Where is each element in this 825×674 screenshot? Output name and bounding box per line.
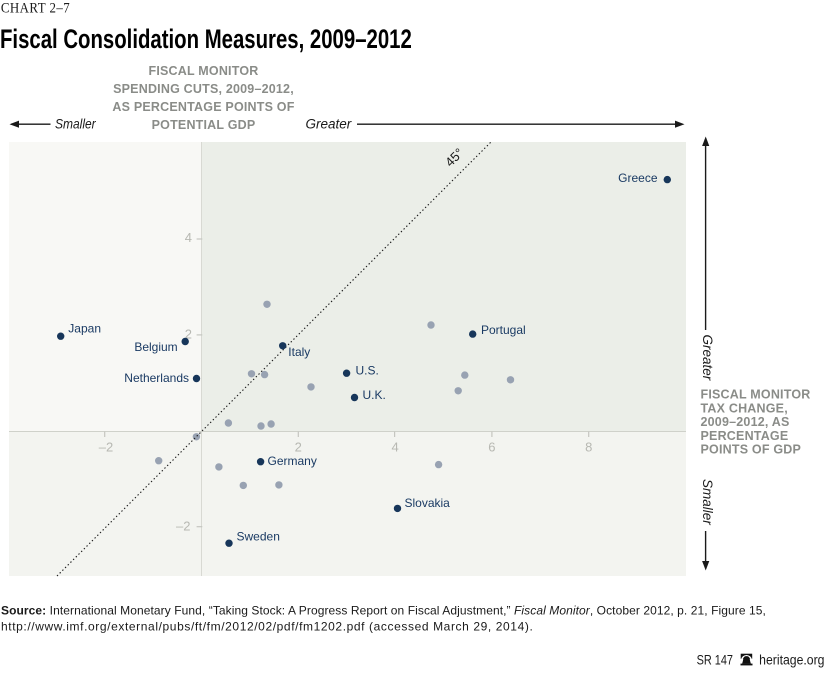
svg-text:2009–2012, AS: 2009–2012, AS <box>701 415 790 429</box>
svg-text:6: 6 <box>488 440 495 455</box>
svg-text:Netherlands: Netherlands <box>124 371 189 385</box>
svg-text:8: 8 <box>585 440 592 455</box>
svg-text:Smaller: Smaller <box>700 479 715 525</box>
svg-text:PERCENTAGE: PERCENTAGE <box>701 429 789 443</box>
svg-text:FISCAL MONITOR: FISCAL MONITOR <box>149 64 259 78</box>
svg-text:CHART 2–7: CHART 2–7 <box>1 1 70 17</box>
svg-text:Greater: Greater <box>700 335 715 381</box>
svg-text:Fiscal Consolidation Measures,: Fiscal Consolidation Measures, 2009–2012 <box>0 24 412 54</box>
svg-text:2: 2 <box>185 327 192 342</box>
svg-text:2: 2 <box>295 440 302 455</box>
svg-text:heritage.org: heritage.org <box>759 652 824 668</box>
svg-text:FISCAL MONITOR: FISCAL MONITOR <box>701 388 811 402</box>
svg-text:Slovakia: Slovakia <box>405 496 451 510</box>
svg-text:Italy: Italy <box>288 345 310 359</box>
svg-text:Source: International Monetary: Source: International Monetary Fund, “Ta… <box>1 604 766 618</box>
svg-text:Portugal: Portugal <box>481 323 526 337</box>
svg-text:4: 4 <box>185 230 192 245</box>
svg-text:Greater: Greater <box>306 117 352 132</box>
svg-text:Japan: Japan <box>68 322 101 336</box>
svg-text:POINTS OF GDP: POINTS OF GDP <box>701 443 802 457</box>
svg-text:http://www.imf.org/external/pu: http://www.imf.org/external/pubs/ft/fm/2… <box>1 620 533 634</box>
svg-text:Greece: Greece <box>618 171 658 185</box>
svg-text:Germany: Germany <box>268 454 317 468</box>
svg-text:POTENTIAL GDP: POTENTIAL GDP <box>152 118 256 132</box>
svg-text:Belgium: Belgium <box>134 340 177 354</box>
svg-text:–2: –2 <box>176 518 190 533</box>
svg-text:AS PERCENTAGE POINTS OF: AS PERCENTAGE POINTS OF <box>112 100 294 114</box>
svg-text:Smaller: Smaller <box>55 116 96 132</box>
svg-text:TAX CHANGE,: TAX CHANGE, <box>701 401 788 415</box>
svg-text:SR 147: SR 147 <box>697 652 733 668</box>
svg-text:U.K.: U.K. <box>363 388 386 402</box>
svg-text:SPENDING CUTS, 2009–2012,: SPENDING CUTS, 2009–2012, <box>113 82 294 96</box>
svg-text:U.S.: U.S. <box>356 364 379 378</box>
svg-text:4: 4 <box>391 440 398 455</box>
svg-text:–2: –2 <box>99 440 113 455</box>
svg-text:Sweden: Sweden <box>237 530 280 544</box>
